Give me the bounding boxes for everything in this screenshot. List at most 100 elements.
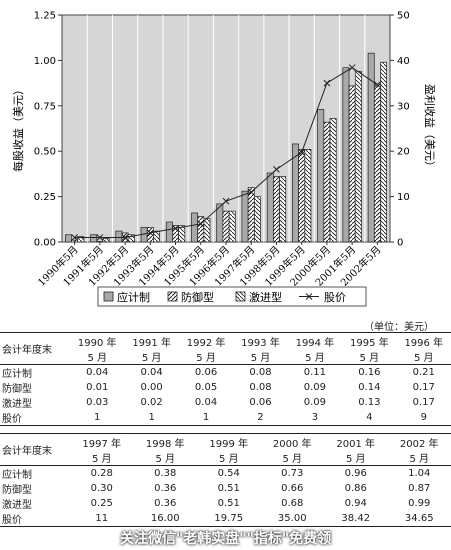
table-cell: 0.04: [194, 397, 218, 408]
table-unit-note: （单位：美元）: [364, 322, 434, 333]
table-cell: 0.96: [344, 468, 367, 479]
y-tick-label: 0.25: [34, 192, 56, 203]
table-cell: 0.87: [408, 483, 431, 494]
price-point-marker: [273, 166, 280, 173]
table-year-header: 2002 年: [387, 433, 451, 450]
table-cell: 0.38: [154, 468, 177, 479]
table-year-header: 1993 年: [233, 332, 288, 349]
bar-aggressive: [203, 218, 211, 243]
table-cell: 0.09: [303, 397, 327, 408]
table-year-header: 1997 年: [70, 433, 134, 450]
table-month-header: 5 月: [178, 349, 234, 365]
bar-defensive: [348, 85, 356, 243]
legend-cross-marker: [305, 293, 313, 300]
table-cell: 0.03: [86, 397, 109, 408]
bar-aggressive: [228, 210, 236, 243]
bars-group: [64, 52, 388, 243]
y2-tick-label: 30: [397, 101, 410, 112]
table-cell: 1.04: [408, 468, 431, 479]
bar-accrual: [90, 234, 98, 243]
table-cell: 0.17: [412, 382, 435, 393]
table-cell: 35.00: [260, 511, 324, 527]
table-cell: 0.04: [86, 367, 109, 378]
y2-tick-label: 10: [397, 192, 410, 203]
table-cell: 0.09: [303, 382, 327, 393]
bar-aggressive: [102, 238, 110, 243]
price-point-marker: [222, 197, 230, 205]
legend-swatch-accrual: [103, 291, 114, 302]
bar-accrual: [292, 143, 299, 243]
table-cell: 0.51: [217, 483, 240, 494]
price-point-marker: [96, 234, 104, 241]
table-cell: 0.25: [90, 498, 113, 509]
table-row-label: 激进型: [2, 500, 32, 511]
table-cell: 0.30: [90, 483, 113, 494]
table-cell: 0.05: [194, 382, 218, 393]
table-cell: 0.13: [358, 397, 381, 408]
table-month-header: 5 月: [260, 450, 324, 466]
table-year-header: 1999 年: [197, 433, 261, 450]
table-cell: 4: [342, 410, 397, 426]
table-cell: 0.08: [249, 382, 272, 393]
y-tick-label: 1.00: [34, 56, 56, 67]
table-cell: 19.75: [197, 511, 261, 527]
table-cell: 0.08: [249, 367, 272, 378]
legend-swatch-aggressive: [235, 291, 246, 302]
price-point-marker: [323, 79, 331, 87]
table-cell: 9: [396, 410, 451, 426]
bar-aggressive: [380, 61, 388, 243]
table-cell: 0.94: [344, 498, 367, 509]
bar-aggressive: [178, 225, 186, 243]
bar-accrual: [216, 203, 224, 243]
bar-accrual: [241, 190, 249, 243]
bar-defensive: [222, 210, 230, 243]
table-row-label: 应计制: [2, 470, 32, 481]
y-ticks-left: 0.00 0.25 0.50 0.75 1.00 1.25: [34, 11, 62, 249]
table-month-header: 5 月: [396, 349, 451, 365]
table-month-header: 5 月: [287, 349, 343, 365]
table-cell: 0.73: [281, 468, 304, 479]
table-cell: 3: [287, 410, 343, 426]
table-cell: 0.99: [408, 498, 431, 509]
grid-lines: [86, 15, 366, 242]
table-cell: 0.02: [140, 397, 163, 408]
price-point-marker: [71, 234, 78, 241]
data-table-1997-2002: 会计年度末 1997 年 1998 年 1999 年 2000 年 2001 年 2002 …: [0, 433, 451, 527]
y-axis-label: 每股收益（美元）: [11, 84, 25, 172]
bar-accrual: [64, 234, 72, 243]
bar-defensive: [273, 176, 280, 243]
table-cell: 0.00: [140, 382, 163, 393]
table-cell: 0.51: [217, 498, 240, 509]
table-cell: 0.16: [358, 367, 381, 378]
table-cell: 1: [124, 410, 179, 426]
table-year-header: 1990 年: [70, 332, 125, 349]
plot-area: [61, 14, 391, 243]
table-cell: 0.21: [412, 367, 435, 378]
bar-defensive: [298, 149, 306, 243]
bar-aggressive: [354, 70, 362, 243]
y2-tick-label: 0: [397, 238, 403, 249]
table-row-label: 股价: [0, 511, 70, 527]
y-ticks-right: 0 10 20 30 40 50: [390, 11, 410, 249]
bar-accrual: [191, 212, 199, 243]
price-line-group: [71, 64, 381, 241]
table-month-header: 5 月: [124, 349, 179, 365]
table-month-header: 5 月: [70, 450, 134, 466]
table-row-label: 应计制: [2, 369, 32, 380]
table-month-header: 5 月: [233, 349, 288, 365]
bar-aggressive: [253, 196, 261, 243]
table-cell: 0.86: [344, 483, 367, 494]
table-year-header: 1994 年: [287, 332, 343, 349]
bar-accrual: [342, 67, 350, 243]
y2-tick-label: 20: [397, 147, 410, 158]
bar-aggressive: [77, 236, 85, 243]
y2-axis-label: 盈利收益（美元）: [423, 84, 437, 172]
bar-aggressive: [329, 118, 337, 243]
price-point-marker: [172, 225, 179, 232]
bar-aggressive: [279, 176, 287, 243]
y-tick-label: 1.25: [34, 11, 56, 22]
table-row-label: 股价: [0, 410, 70, 426]
bar-aggressive: [304, 149, 312, 243]
table-cell: 0.06: [249, 397, 272, 408]
table-month-header: 5 月: [133, 450, 197, 466]
